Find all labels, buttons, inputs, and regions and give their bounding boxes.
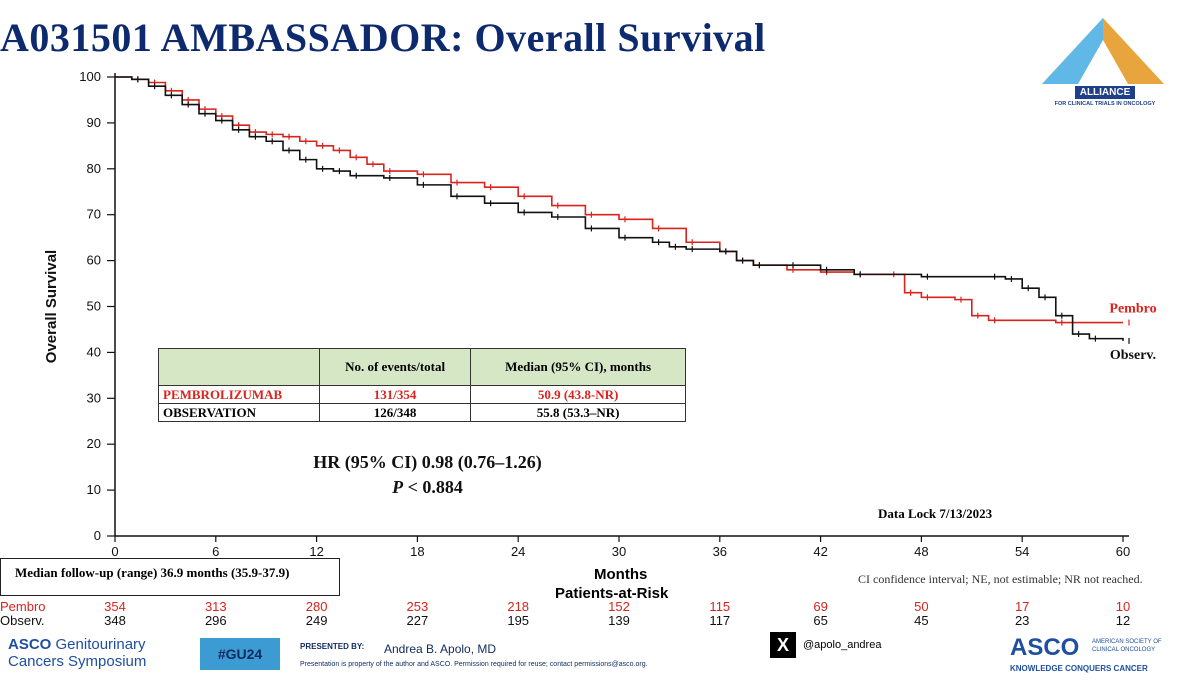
risk-observ-value: 45 bbox=[914, 613, 929, 628]
risk-observ-value: 117 bbox=[709, 613, 731, 628]
table-row-label: OBSERVATION bbox=[158, 403, 320, 422]
y-tick-label: 90 bbox=[87, 115, 101, 130]
hazard-ratio: HR (95% CI) 0.98 (0.76–1.26) P < 0.884 bbox=[300, 452, 555, 498]
risk-pembro-value: 50 bbox=[914, 599, 929, 614]
risk-pembro-value: 313 bbox=[204, 599, 227, 614]
risk-pembro-value: 115 bbox=[709, 599, 731, 614]
x-tick-label: 60 bbox=[1116, 544, 1130, 559]
data-lock: Data Lock 7/13/2023 bbox=[878, 506, 993, 521]
x-tick-label: 42 bbox=[813, 544, 827, 559]
ci-note: CI confidence interval; NE, not estimabl… bbox=[858, 572, 1143, 586]
x-tick-label: 24 bbox=[511, 544, 525, 559]
risk-observ-value: 227 bbox=[406, 613, 429, 628]
risk-label-observ: Observ. bbox=[0, 613, 45, 628]
asco-gu-brand: ASCO bbox=[8, 636, 52, 653]
x-tick-label: 6 bbox=[212, 544, 219, 559]
p-label: P bbox=[392, 477, 404, 497]
x-tick-label: 12 bbox=[309, 544, 323, 559]
hashtag-badge: #GU24 bbox=[200, 638, 280, 670]
table-row-median: 55.8 (53.3–NR) bbox=[470, 403, 686, 422]
table-header-blank bbox=[158, 348, 320, 386]
patients-at-risk-title: Patients-at-Risk bbox=[555, 585, 669, 602]
x-tick-label: 30 bbox=[612, 544, 626, 559]
risk-observ-value: 12 bbox=[1115, 613, 1131, 628]
y-tick-label: 10 bbox=[87, 482, 101, 497]
x-tick-label: 18 bbox=[410, 544, 424, 559]
table-header-median: Median (95% CI), months bbox=[470, 348, 686, 386]
x-tick-label: 36 bbox=[713, 544, 727, 559]
asco-full-name: AMERICAN SOCIETY OF CLINICAL ONCOLOGY bbox=[1092, 639, 1162, 653]
risk-pembro-value: 69 bbox=[813, 599, 828, 614]
alliance-logo-name: ALLIANCE bbox=[1074, 86, 1136, 99]
table-row-median: 50.9 (43.8-NR) bbox=[470, 385, 686, 404]
y-tick-label: 40 bbox=[87, 344, 101, 359]
risk-pembro-value: 17 bbox=[1014, 599, 1030, 614]
series-label-observ: Observ. bbox=[1110, 348, 1156, 363]
alliance-logo-subtitle: FOR CLINICAL TRIALS IN ONCOLOGY bbox=[1054, 101, 1156, 107]
series-line-observ bbox=[115, 76, 1124, 341]
risk-pembro-value: 10 bbox=[1115, 599, 1131, 614]
risk-observ-value: 23 bbox=[1014, 613, 1030, 628]
risk-observ-value: 139 bbox=[608, 613, 630, 628]
table-row-label: PEMBROLIZUMAB bbox=[158, 385, 320, 404]
y-tick-label: 0 bbox=[94, 528, 101, 543]
y-tick-label: 20 bbox=[87, 436, 101, 451]
summary-table: No. of events/total Median (95% CI), mon… bbox=[158, 348, 686, 422]
table-row-observation: OBSERVATION 126/348 55.8 (53.3–NR) bbox=[158, 403, 686, 422]
risk-observ-value: 65 bbox=[813, 613, 828, 628]
asco-logo: ASCO bbox=[1010, 634, 1080, 661]
y-tick-label: 50 bbox=[87, 299, 101, 314]
risk-observ-value: 195 bbox=[507, 613, 530, 628]
risk-pembro-value: 354 bbox=[104, 599, 126, 614]
series-label-pembro: Pembro bbox=[1109, 302, 1156, 317]
risk-observ-value: 296 bbox=[204, 613, 227, 628]
table-row-events: 126/348 bbox=[318, 403, 472, 422]
risk-pembro-value: 218 bbox=[507, 599, 530, 614]
y-axis-label: Overall Survival bbox=[43, 250, 60, 363]
footer: ASCO Genitourinary Cancers Symposium #GU… bbox=[0, 628, 1200, 688]
table-row-pembrolizumab: PEMBROLIZUMAB 131/354 50.9 (43.8-NR) bbox=[158, 385, 686, 404]
x-logo-icon: X bbox=[770, 632, 796, 658]
series-line-pembro bbox=[115, 76, 1123, 324]
presentation-note: Presentation is property of the author a… bbox=[300, 661, 648, 668]
x-tick-label: 0 bbox=[111, 544, 118, 559]
x-axis-label: Months bbox=[594, 566, 648, 583]
summary-table-header: No. of events/total Median (95% CI), mon… bbox=[158, 348, 686, 386]
table-row-events: 131/354 bbox=[318, 385, 472, 404]
y-tick-label: 30 bbox=[87, 390, 101, 405]
y-tick-label: 100 bbox=[79, 69, 101, 84]
risk-label-pembro: Pembro bbox=[0, 599, 46, 614]
presenter-name: Andrea B. Apolo, MD bbox=[384, 642, 497, 656]
p-value: < 0.884 bbox=[403, 477, 463, 497]
x-tick-label: 54 bbox=[1015, 544, 1029, 559]
median-follow-up: Median follow-up (range) 36.9 months (35… bbox=[0, 558, 340, 596]
risk-pembro-value: 253 bbox=[406, 599, 429, 614]
risk-observ-value: 249 bbox=[305, 613, 328, 628]
slide-title: A031501 AMBASSADOR: Overall Survival bbox=[0, 15, 766, 60]
y-tick-label: 60 bbox=[87, 253, 101, 268]
y-tick-label: 80 bbox=[87, 161, 101, 176]
x-handle: @apolo_andrea bbox=[803, 639, 882, 651]
risk-pembro-value: 152 bbox=[608, 599, 630, 614]
risk-pembro-value: 280 bbox=[305, 599, 328, 614]
presented-by-label: PRESENTED BY: bbox=[300, 642, 365, 651]
risk-observ-value: 348 bbox=[104, 613, 126, 628]
hr-text: HR (95% CI) 0.98 (0.76–1.26) bbox=[313, 452, 542, 472]
p-value-line: P < 0.884 bbox=[300, 477, 555, 498]
y-tick-label: 70 bbox=[87, 207, 101, 222]
asco-tagline: KNOWLEDGE CONQUERS CANCER bbox=[1010, 664, 1148, 673]
asco-gu-logo: ASCO Genitourinary Cancers Symposium bbox=[8, 636, 228, 670]
table-header-events: No. of events/total bbox=[318, 348, 472, 386]
asco-gu-line2: Cancers Symposium bbox=[8, 653, 147, 670]
km-chart: 0 10 20 30 40 50 60 70 80 90 100 0 6 12 18 24 30 36 42 48 54… bbox=[43, 69, 1157, 559]
asco-gu-line1: Genitourinary bbox=[51, 636, 146, 653]
x-tick-label: 48 bbox=[914, 544, 928, 559]
